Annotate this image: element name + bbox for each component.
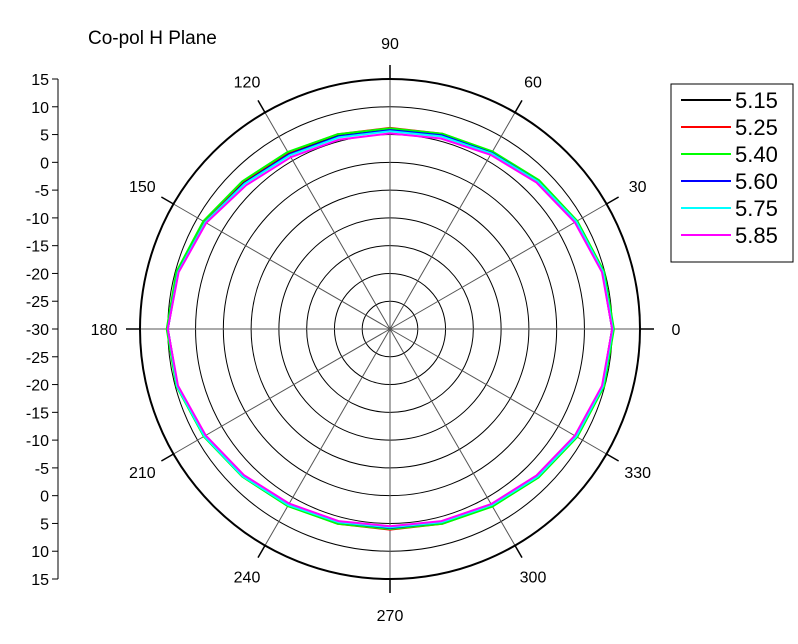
angle-tick-label: 270 — [377, 608, 404, 625]
radial-axis: 15 10 5 0 -5 -10 -15 -20 -25 -30 -25 -20 -15 -10 -5 0 5 1… — [26, 72, 59, 589]
legend-label: 5.15 — [735, 88, 778, 113]
legend-box — [670, 83, 794, 263]
angle-tick-label: 90 — [381, 36, 399, 53]
angle-tick — [160, 196, 174, 205]
grid-spoke — [389, 328, 607, 455]
legend: 5.155.255.405.605.755.85 — [670, 83, 794, 263]
angle-tick-label: 240 — [234, 570, 261, 587]
grid-spoke — [389, 203, 607, 330]
angle-tick — [514, 545, 523, 559]
radial-axis-tick-label: -30 — [26, 322, 49, 339]
angle-tick-label: 150 — [129, 179, 156, 196]
series-lines — [165, 126, 615, 531]
radial-axis-tick-label: -20 — [26, 378, 49, 395]
radial-axis-tick-label: -25 — [26, 350, 49, 367]
angle-tick-label: 120 — [234, 74, 261, 91]
radial-axis-tick-label: -10 — [26, 433, 49, 450]
legend-label: 5.40 — [735, 142, 778, 167]
grid-spoke — [389, 328, 516, 546]
angle-tick — [257, 99, 266, 113]
angle-tick-label: 300 — [520, 570, 547, 587]
radial-axis-tick-label: -10 — [26, 211, 49, 228]
radial-axis-tick-label: 0 — [40, 155, 49, 172]
grid-spoke — [173, 328, 391, 455]
legend-label: 5.60 — [735, 169, 778, 194]
angle-tick — [160, 453, 174, 462]
angle-tick-label: 330 — [624, 465, 651, 482]
grid-spoke — [264, 328, 391, 546]
series-line-5.40 — [165, 127, 615, 530]
radial-axis-tick-label: -15 — [26, 239, 49, 256]
angle-tick — [257, 545, 266, 559]
radial-axis-tick-label: 15 — [31, 572, 49, 589]
grid-spoke — [264, 112, 391, 330]
radial-axis-tick-label: 0 — [40, 489, 49, 506]
series-line-5.85 — [166, 132, 614, 528]
angle-tick — [606, 196, 620, 205]
radial-axis-tick-label: 5 — [40, 516, 49, 533]
legend-label: 5.85 — [735, 223, 778, 248]
angle-tick-label: 30 — [629, 179, 647, 196]
angle-tick-label: 60 — [524, 74, 542, 91]
angle-labels: 0 30 60 90 120 150 180 210 240 270 300 330 — [91, 36, 681, 625]
chart-title: Co-pol H Plane — [88, 28, 217, 49]
legend-label: 5.25 — [735, 115, 778, 140]
radial-axis-tick-label: 10 — [31, 544, 49, 561]
radial-axis-tick-label: -15 — [26, 405, 49, 422]
grid-spoke — [173, 203, 391, 330]
radial-axis-tick-label: -20 — [26, 266, 49, 283]
angle-tick — [606, 453, 620, 462]
angle-tick-label: 210 — [129, 465, 156, 482]
angle-tick-label: 0 — [672, 322, 681, 339]
radial-axis-tick-label: -25 — [26, 294, 49, 311]
radial-axis-tick-label: 10 — [31, 100, 49, 117]
radial-axis-tick-label: -5 — [35, 461, 49, 478]
grid-spoke — [389, 112, 516, 330]
angle-tick-label: 180 — [91, 322, 118, 339]
legend-label: 5.75 — [735, 196, 778, 221]
angle-tick — [514, 99, 523, 113]
polar-grid — [126, 65, 654, 593]
radial-axis-tick-label: -5 — [35, 183, 49, 200]
radial-axis-tick-label: 15 — [31, 72, 49, 89]
radial-axis-tick-label: 5 — [40, 128, 49, 145]
